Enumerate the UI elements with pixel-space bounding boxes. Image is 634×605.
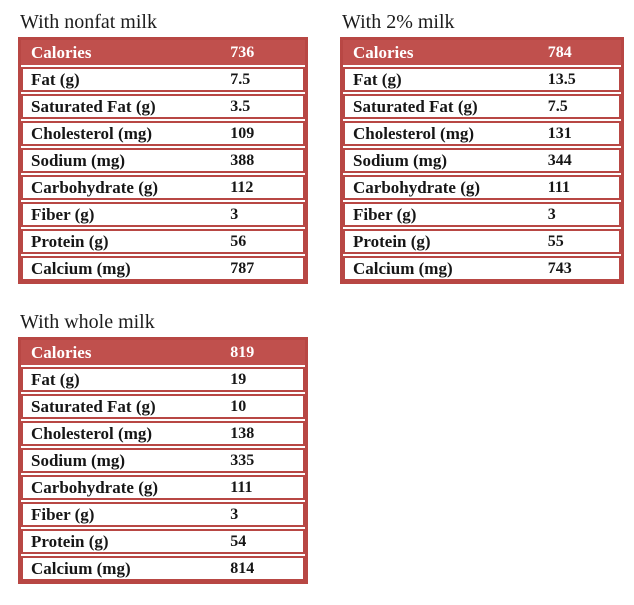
table-row-saturated-fat: Saturated Fat (g) 7.5 <box>343 94 621 119</box>
row-value: 3.5 <box>230 97 251 115</box>
table-title-2pct: With 2% milk <box>342 11 455 33</box>
row-value: 112 <box>230 178 254 196</box>
row-label: Calories <box>31 43 92 62</box>
table-row-calcium: Calcium (mg) 743 <box>343 256 621 281</box>
row-label: Fiber (g) <box>31 505 95 524</box>
row-value: 388 <box>230 151 255 169</box>
row-value: 736 <box>230 43 255 61</box>
row-label: Protein (g) <box>353 232 431 251</box>
table-row-fiber: Fiber (g) 3 <box>21 502 305 527</box>
row-label: Fat (g) <box>31 70 80 89</box>
row-value: 7.5 <box>230 70 251 88</box>
table-title-nonfat: With nonfat milk <box>20 11 157 33</box>
table-row-sodium: Sodium (mg) 335 <box>21 448 305 473</box>
row-value: 819 <box>230 343 255 361</box>
table-row-sodium: Sodium (mg) 388 <box>21 148 305 173</box>
row-value: 111 <box>547 178 570 196</box>
table-row-calcium: Calcium (mg) 787 <box>21 256 305 281</box>
row-value: 3 <box>230 205 239 223</box>
table-row-cholesterol: Cholesterol (mg) 138 <box>21 421 305 446</box>
row-value: 7.5 <box>547 97 568 115</box>
table-row-fiber: Fiber (g) 3 <box>343 202 621 227</box>
table-row-fat: Fat (g) 19 <box>21 367 305 392</box>
table-row-protein: Protein (g) 56 <box>21 229 305 254</box>
row-label: Calcium (mg) <box>353 259 453 278</box>
table-row-carbohydrate: Carbohydrate (g) 111 <box>21 475 305 500</box>
table-row-fiber: Fiber (g) 3 <box>21 202 305 227</box>
row-value: 13.5 <box>547 70 576 88</box>
row-value: 56 <box>230 232 247 250</box>
nutrition-table-group-nonfat: With nonfat milk Calories 736 Fat (g) 7.… <box>18 10 308 284</box>
row-value: 3 <box>547 205 556 223</box>
row-value: 3 <box>230 505 239 523</box>
row-value: 111 <box>230 478 253 496</box>
row-label: Cholesterol (mg) <box>353 124 475 143</box>
table-row-calories: Calories 819 <box>21 340 305 365</box>
row-value: 19 <box>230 370 247 388</box>
row-value: 814 <box>230 559 255 577</box>
table-row-sodium: Sodium (mg) 344 <box>343 148 621 173</box>
nutrition-table-nonfat: Calories 736 Fat (g) 7.5 Saturated Fat (… <box>18 37 308 284</box>
row-label: Calories <box>353 43 414 62</box>
nutrition-table-whole: Calories 819 Fat (g) 19 Saturated Fat (g… <box>18 337 308 584</box>
row-value: 743 <box>547 259 572 277</box>
table-row-calories: Calories 736 <box>21 40 305 65</box>
row-value: 109 <box>230 124 255 142</box>
row-label: Protein (g) <box>31 532 109 551</box>
row-label: Protein (g) <box>31 232 109 251</box>
row-label: Saturated Fat (g) <box>31 397 156 416</box>
row-label: Calcium (mg) <box>31 559 131 578</box>
row-value: 55 <box>547 232 564 250</box>
row-label: Carbohydrate (g) <box>31 478 159 497</box>
row-value: 138 <box>230 424 255 442</box>
row-label: Cholesterol (mg) <box>31 424 153 443</box>
table-row-cholesterol: Cholesterol (mg) 109 <box>21 121 305 146</box>
row-label: Fat (g) <box>353 70 402 89</box>
row-label: Sodium (mg) <box>31 151 125 170</box>
row-label: Calories <box>31 343 92 362</box>
table-row-cholesterol: Cholesterol (mg) 131 <box>343 121 621 146</box>
row-value: 787 <box>230 259 255 277</box>
table-row-protein: Protein (g) 55 <box>343 229 621 254</box>
table-row-protein: Protein (g) 54 <box>21 529 305 554</box>
row-label: Sodium (mg) <box>353 151 447 170</box>
table-row-carbohydrate: Carbohydrate (g) 111 <box>343 175 621 200</box>
row-label: Calcium (mg) <box>31 259 131 278</box>
table-row-fat: Fat (g) 13.5 <box>343 67 621 92</box>
row-value: 131 <box>547 124 572 142</box>
row-label: Fiber (g) <box>353 205 417 224</box>
table-title-whole: With whole milk <box>20 311 155 333</box>
row-label: Saturated Fat (g) <box>31 97 156 116</box>
row-label: Sodium (mg) <box>31 451 125 470</box>
table-row-saturated-fat: Saturated Fat (g) 3.5 <box>21 94 305 119</box>
nutrition-table-2pct: Calories 784 Fat (g) 13.5 Saturated Fat … <box>340 37 624 284</box>
table-row-fat: Fat (g) 7.5 <box>21 67 305 92</box>
row-label: Carbohydrate (g) <box>31 178 159 197</box>
table-row-calories: Calories 784 <box>343 40 621 65</box>
row-label: Carbohydrate (g) <box>353 178 481 197</box>
row-value: 10 <box>230 397 247 415</box>
table-row-calcium: Calcium (mg) 814 <box>21 556 305 581</box>
row-value: 344 <box>547 151 572 169</box>
nutrition-table-group-2pct: With 2% milk Calories 784 Fat (g) 13.5 S… <box>340 10 624 284</box>
row-value: 335 <box>230 451 255 469</box>
table-row-saturated-fat: Saturated Fat (g) 10 <box>21 394 305 419</box>
row-label: Fiber (g) <box>31 205 95 224</box>
row-label: Fat (g) <box>31 370 80 389</box>
row-label: Saturated Fat (g) <box>353 97 478 116</box>
nutrition-table-group-whole: With whole milk Calories 819 Fat (g) 19 … <box>18 310 308 584</box>
row-value: 54 <box>230 532 247 550</box>
table-row-carbohydrate: Carbohydrate (g) 112 <box>21 175 305 200</box>
row-value: 784 <box>547 43 572 61</box>
row-label: Cholesterol (mg) <box>31 124 153 143</box>
